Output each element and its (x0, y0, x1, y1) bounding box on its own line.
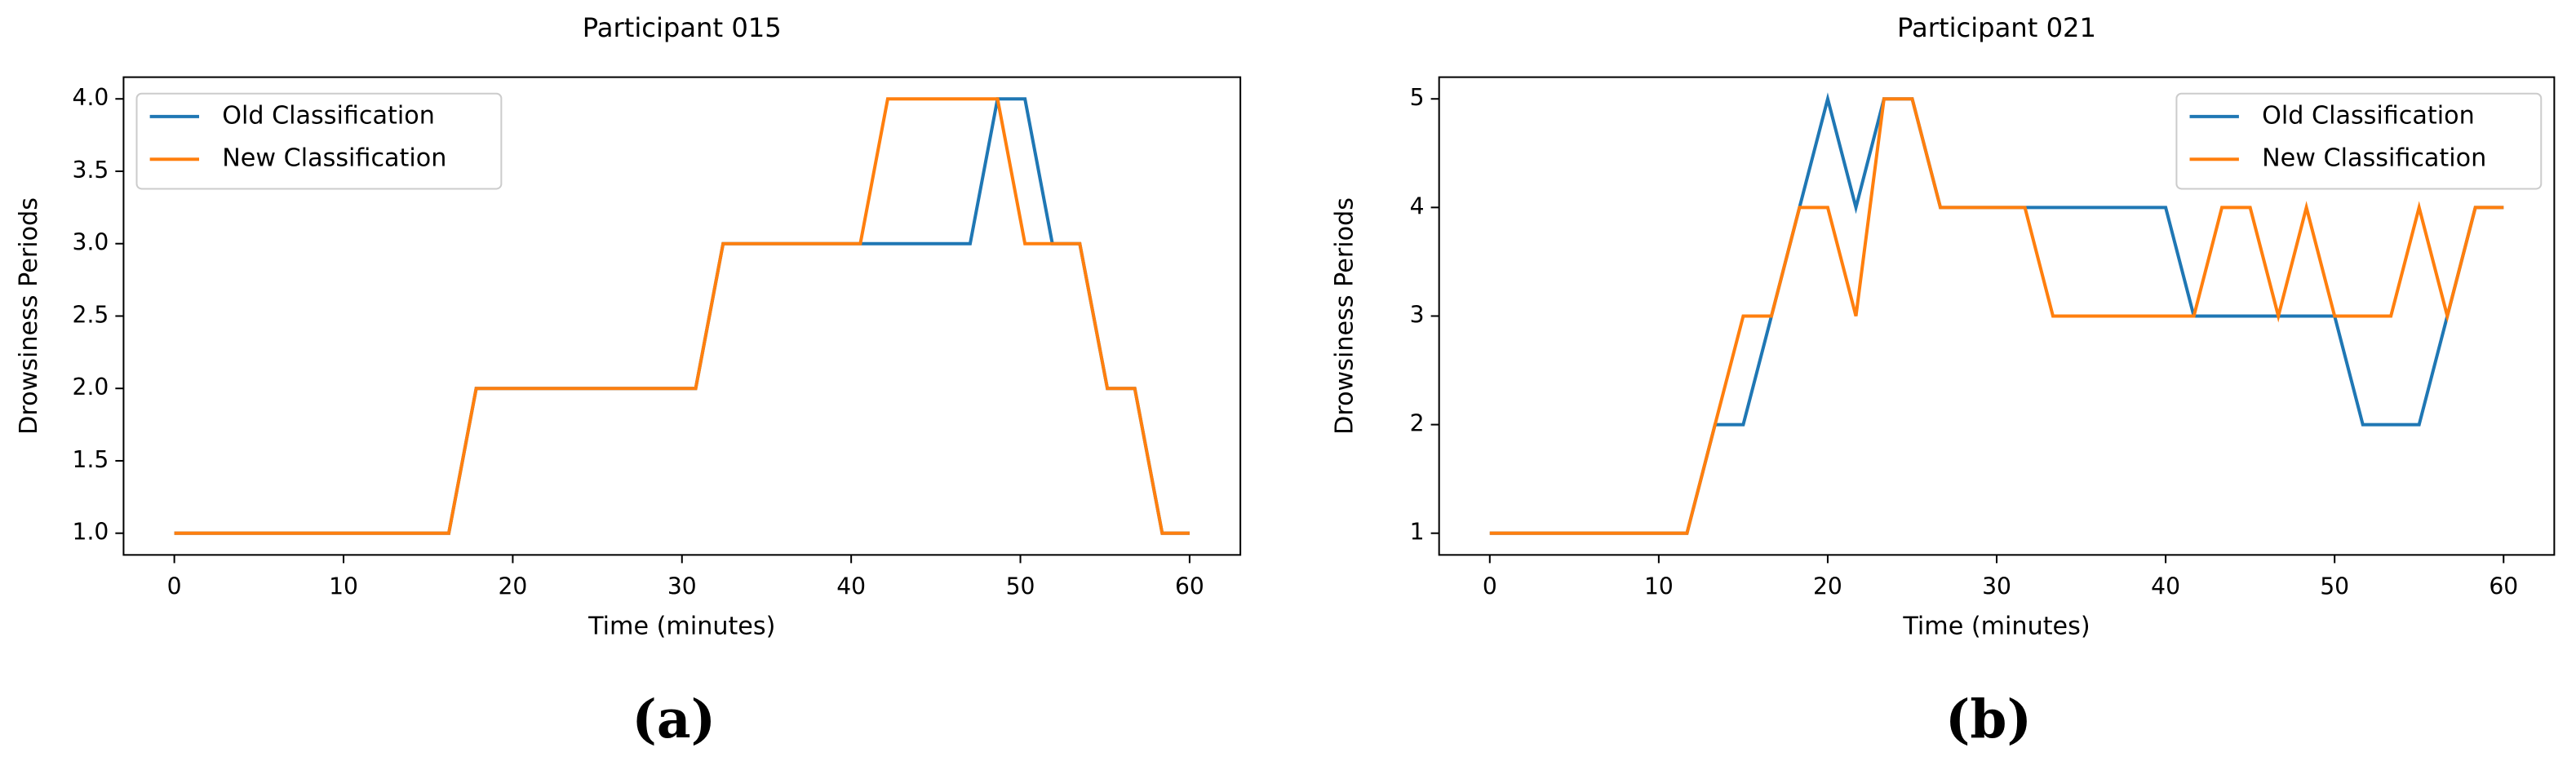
legend-label: New Classification (222, 144, 446, 173)
x-tick-label: 10 (329, 573, 358, 600)
x-tick-label: 0 (1483, 573, 1497, 600)
x-tick-label: 60 (1175, 573, 1204, 600)
y-tick-label: 2 (1410, 410, 1425, 437)
x-tick-label: 10 (1644, 573, 1674, 600)
x-tick-label: 60 (2489, 573, 2518, 600)
caption: (b) (1945, 689, 2032, 750)
y-tick-label: 3.5 (73, 157, 109, 184)
legend-label: Old Classification (222, 101, 435, 130)
legend-box (2175, 92, 2543, 190)
x-axis-label: Time (minutes) (1902, 612, 2090, 640)
x-tick-label: 50 (2320, 573, 2349, 600)
y-tick-label: 2.0 (73, 374, 109, 400)
data-line (1489, 97, 2504, 535)
x-axis-label: Time (minutes) (587, 612, 775, 640)
y-tick-label: 3 (1410, 301, 1425, 328)
chart-title: Participant 021 (1897, 12, 2096, 43)
caption: (a) (632, 689, 716, 750)
y-tick-label: 1.5 (73, 446, 109, 473)
x-tick-label: 30 (667, 573, 697, 600)
y-tick-label: 5 (1410, 84, 1425, 111)
x-tick-label: 20 (498, 573, 527, 600)
y-tick-label: 1.0 (73, 519, 109, 546)
x-tick-label: 50 (1006, 573, 1035, 600)
y-axis-label: Drowsiness Periods (1330, 197, 1359, 435)
y-tick-label: 1 (1410, 519, 1425, 546)
y-axis-label: Drowsiness Periods (15, 197, 43, 435)
legend-box (135, 92, 503, 190)
data-line (174, 97, 1190, 535)
x-tick-label: 30 (1982, 573, 2011, 600)
x-tick-label: 0 (167, 573, 182, 600)
legend-label: New Classification (2262, 144, 2486, 173)
y-tick-label: 4 (1410, 192, 1425, 219)
y-tick-label: 4.0 (73, 84, 109, 111)
legend-label: Old Classification (2262, 101, 2475, 130)
x-tick-label: 20 (1813, 573, 1842, 600)
x-tick-label: 40 (836, 573, 866, 600)
chart-title: Participant 015 (583, 12, 782, 43)
x-tick-label: 40 (2151, 573, 2180, 600)
y-tick-label: 3.0 (73, 229, 109, 256)
y-tick-label: 2.5 (73, 301, 109, 328)
